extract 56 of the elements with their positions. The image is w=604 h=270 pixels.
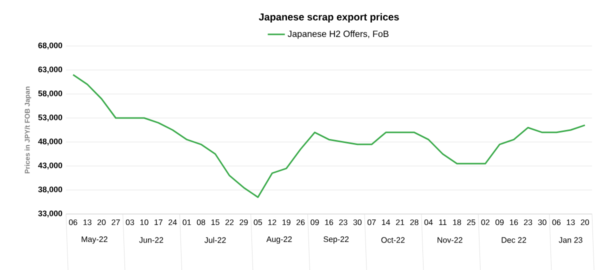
text: Jul-22 [204, 237, 226, 243]
x-tick-label: 12 [268, 219, 276, 226]
y-tick-label: 58,000 [38, 90, 62, 98]
x-tick-label: 16 [325, 219, 334, 226]
x-tick-label: 28 [410, 219, 418, 226]
y-tick-label: 53,000 [38, 114, 62, 122]
legend-label: Japanese H2 Offers, FoB [288, 30, 389, 39]
x-tick-label: 20 [580, 219, 590, 226]
x-tick-label: 27 [112, 219, 120, 226]
x-tick-label: 15 [211, 219, 220, 226]
x-tick-label: 17 [154, 219, 162, 225]
x-tick-label: 30 [353, 219, 362, 226]
text: May-22 [82, 236, 108, 244]
y-tick-label: 43,000 [38, 162, 62, 170]
y-tick-label: 33,000 [38, 210, 62, 218]
x-tick-label: 26 [296, 219, 305, 226]
x-tick-label: 01 [182, 219, 191, 226]
x-tick-label: 07 [368, 219, 376, 226]
x-tick-label: 09 [495, 219, 504, 226]
text: Dec 22 [502, 237, 526, 243]
x-tick-label: 06 [552, 219, 561, 226]
x-tick-label: 09 [310, 219, 319, 226]
y-tick-label: 38,000 [38, 186, 62, 194]
x-tick-label: 13 [566, 219, 575, 226]
x-tick-label: 14 [382, 219, 390, 225]
x-tick-label: 23 [524, 219, 532, 226]
x-tick-label: 30 [538, 219, 546, 226]
x-tick-label: 02 [481, 219, 490, 226]
x-tick-label: 24 [168, 219, 177, 226]
x-tick-label: 05 [254, 219, 262, 226]
x-tick-label: 20 [98, 219, 106, 226]
x-tick-label: 16 [510, 219, 518, 226]
y-tick-label: 63,000 [38, 66, 62, 74]
x-tick-label: 19 [282, 219, 290, 226]
text: Aug-22 [266, 236, 292, 244]
x-tick-label: 10 [140, 219, 148, 226]
x-tick-label: 11 [439, 219, 446, 225]
x-tick-label: 22 [225, 219, 234, 226]
text: Jan 23 [558, 237, 582, 243]
x-tick-label: 25 [467, 219, 476, 226]
x-tick-label: 04 [424, 219, 433, 226]
x-tick-label: 23 [339, 219, 348, 226]
text: Jun-22 [139, 237, 164, 243]
x-tick-label: 21 [396, 219, 404, 226]
text: Nov-22 [438, 237, 462, 243]
x-tick-label: 18 [453, 219, 462, 226]
text: Oct-22 [381, 237, 405, 243]
x-tick-label: 29 [240, 219, 248, 226]
x-tick-label: 03 [126, 219, 134, 226]
x-tick-label: 06 [68, 219, 78, 226]
y-tick-label: 68,000 [38, 42, 62, 50]
chart-title: Japanese scrap export prices [258, 13, 399, 22]
x-tick-label: 08 [196, 219, 206, 226]
text: Sep-22 [324, 236, 349, 244]
x-tick-label: 13 [83, 219, 92, 226]
y-tick-label: 48,000 [38, 138, 62, 146]
